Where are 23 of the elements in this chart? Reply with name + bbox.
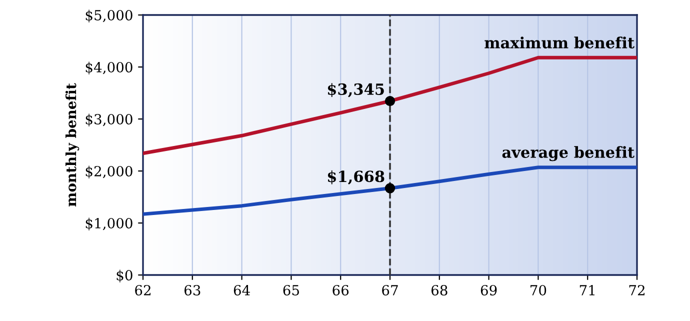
y-tick-label: $4,000 [86,62,132,74]
x-tick-label: 68 [431,284,448,296]
x-tick-label: 69 [480,284,497,296]
x-tick-label: 63 [184,284,200,296]
annotation: $1,668 [328,170,384,184]
y-tick-label: $3,000 [86,114,132,126]
annotation: $3,345 [328,83,384,98]
x-tick-label: 67 [382,284,398,296]
y-tick-label: $1,000 [86,218,132,230]
series-label: maximum benefit [484,36,634,48]
x-tick-label: 64 [234,284,250,296]
y-tick-label: $5,000 [86,10,132,22]
x-tick-label: 66 [332,284,349,296]
x-tick-label: 70 [530,284,546,296]
y-axis-title: monthly benefit [65,83,80,206]
x-tick-label: 62 [135,284,150,296]
line-series [143,166,637,216]
x-tick-label: 71 [580,284,594,296]
y-tick-label: $2,000 [86,166,132,178]
y-tick-label: $0 [116,270,132,282]
x-tick-label: 72 [629,284,644,296]
x-tick-label: 65 [283,284,299,296]
series-label: average benefit [502,146,634,162]
